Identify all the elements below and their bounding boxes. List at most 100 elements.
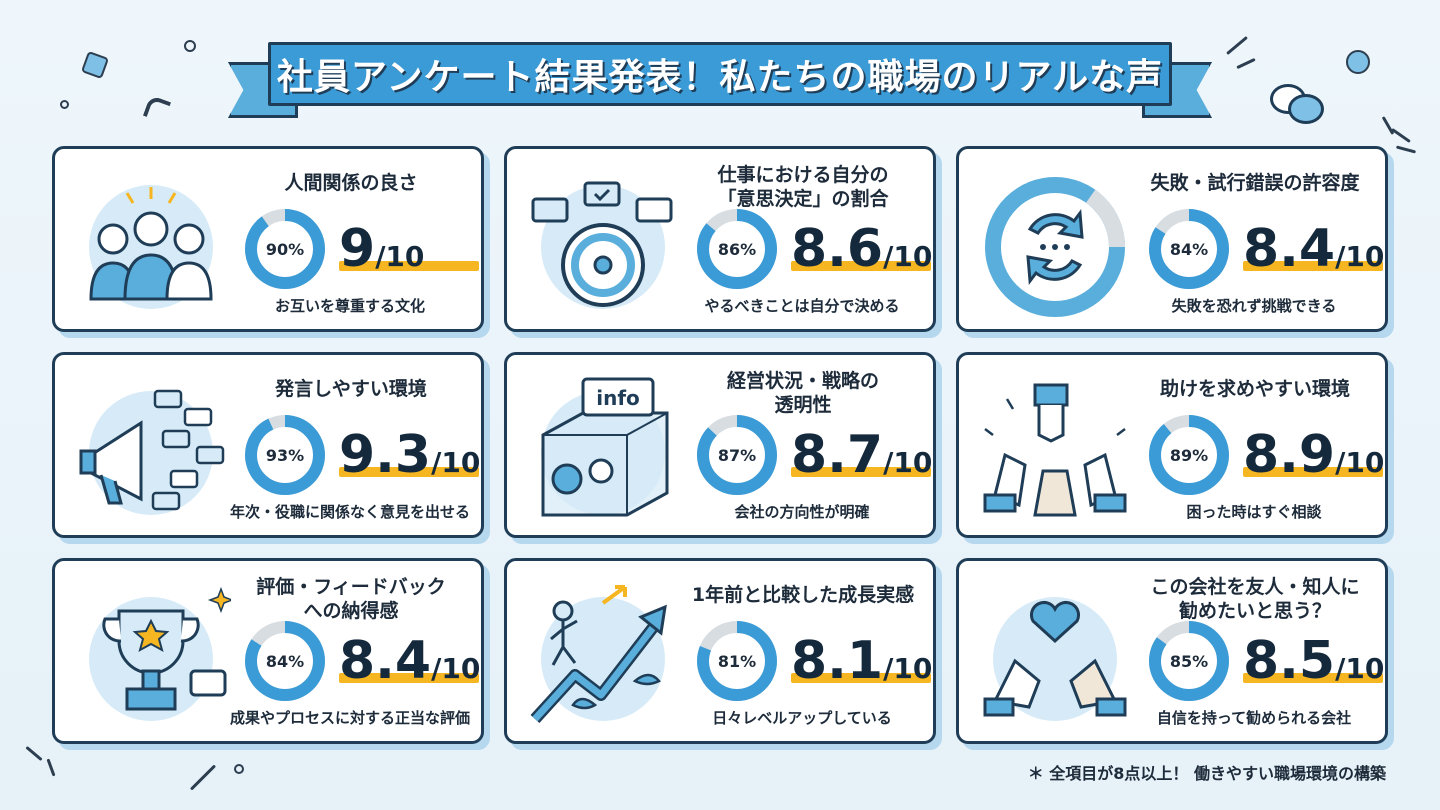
percent-label: 86%	[717, 239, 757, 259]
deco-dash-icon	[46, 758, 56, 777]
deco-dash-icon	[1226, 35, 1248, 56]
card-title: 人間関係の良さ	[235, 171, 467, 195]
trophy-icon	[71, 581, 235, 731]
score-denominator: /10	[883, 240, 933, 273]
survey-card: 助けを求めやすい環境 89% 8.9 /10 困った時はすぐ相談	[956, 352, 1388, 538]
deco-circle-icon	[60, 100, 69, 109]
card-title-line: 勧めたいと思う？	[1178, 600, 1331, 622]
score-value: 9	[339, 219, 376, 279]
people-group-icon	[71, 169, 231, 319]
score-denominator: /10	[375, 240, 425, 273]
score-value: 8.9	[1243, 425, 1336, 485]
card-title-line: 失敗・試行錯誤の許容度	[1150, 172, 1360, 194]
score-value: 8.1	[791, 631, 884, 691]
score-denominator: /10	[1335, 240, 1385, 273]
card-subtitle: お互いを尊重する文化	[274, 297, 425, 315]
score-value: 8.4	[339, 631, 432, 691]
score: 8.6 /10	[791, 207, 933, 279]
percent-label: 84%	[1169, 239, 1209, 259]
card-title: 発言しやすい環境	[235, 377, 467, 401]
heart-hands-icon	[975, 581, 1135, 731]
survey-card: 発言しやすい環境 93% 9.3 /10 年次・役職に関係なく意見を出せる	[52, 352, 484, 538]
score: 8.5 /10	[1243, 619, 1385, 689]
survey-card: 評価・フィードバック への納得感 84% 8.4 /10 成果やプロセスに対する正…	[52, 558, 484, 744]
score-highlight	[339, 261, 479, 271]
percent-donut: 86%	[695, 207, 779, 291]
survey-card: info 経営状況・戦略の 透明性 87% 8.7 /10 会社の方向性が明確	[504, 352, 936, 538]
score-highlight	[1243, 261, 1383, 271]
deco-dash-icon	[1395, 145, 1417, 154]
survey-card: 失敗・試行錯誤の許容度 84% 8.4 /10 失敗を恐れず挑戦できる	[956, 146, 1388, 332]
growth-arrow-icon	[523, 581, 683, 731]
svg-text:info: info	[596, 386, 640, 410]
speech-bubbles-icon	[1270, 84, 1330, 130]
card-title-line: 助けを求めやすい環境	[1159, 378, 1350, 400]
deco-arc-icon	[142, 94, 172, 124]
percent-donut: 84%	[243, 619, 327, 703]
card-subtitle: 成果やプロセスに対する正当な評価	[229, 709, 470, 727]
deco-circle-icon	[184, 40, 196, 52]
card-subtitle: 自信を持って勧められる会社	[1156, 709, 1352, 727]
score: 8.9 /10	[1243, 413, 1384, 485]
percent-label: 84%	[265, 651, 305, 671]
card-subtitle: 会社の方向性が明確	[734, 503, 870, 521]
ribbon-band: 社員アンケート結果発表！私たちの職場のリアルな声	[268, 42, 1172, 106]
card-subtitle: 年次・役職に関係なく意見を出せる	[229, 503, 470, 521]
percent-donut: 81%	[695, 619, 779, 703]
card-title: 失敗・試行錯誤の許容度	[1139, 171, 1371, 195]
steering-wheel-icon	[523, 169, 683, 319]
score-highlight	[791, 673, 931, 683]
percent-donut: 85%	[1147, 619, 1231, 703]
score-denominator: /10	[883, 652, 933, 685]
percent-label: 89%	[1169, 445, 1209, 465]
deco-square-icon	[80, 50, 110, 80]
deco-dash-icon	[1236, 57, 1256, 70]
deco-dash-icon	[25, 745, 43, 762]
footer-note: ＊ 全項目が8点以上！ 働きやすい職場環境の構築	[1027, 764, 1386, 783]
score-highlight	[791, 261, 931, 271]
deco-dash-icon	[1381, 116, 1395, 135]
score-highlight	[1243, 467, 1383, 477]
transparent-box-icon: info	[523, 375, 683, 525]
card-title-line: この会社を友人・知人に	[1150, 576, 1360, 598]
card-subtitle: 日々レベルアップしている	[712, 709, 892, 727]
card-title: 1年前と比較した成長実感	[687, 583, 919, 607]
survey-card: 1年前と比較した成長実感 81% 8.1 /10 日々レベルアップしている	[504, 558, 936, 744]
survey-card: 仕事における自分の 「意思決定」の割合 86% 8.6 /10 やるべきことは自分…	[504, 146, 936, 332]
card-title-line: 人間関係の良さ	[284, 172, 418, 194]
score: 8.4 /10	[339, 619, 480, 691]
score-denominator: /10	[1335, 652, 1385, 685]
score: 9.3 /10	[339, 413, 481, 483]
card-title-line: への納得感	[303, 600, 399, 622]
score-value: 8.6	[791, 219, 884, 279]
percent-label: 93%	[265, 445, 305, 465]
deco-circle-icon	[234, 764, 244, 774]
deco-dash-icon	[1391, 127, 1411, 144]
card-title-line: 透明性	[774, 394, 832, 416]
card-title-line: 1年前と比較した成長実感	[691, 584, 915, 606]
score: 9 /10	[339, 207, 479, 277]
card-title-line: 経営状況・戦略の	[726, 370, 879, 392]
percent-label: 81%	[717, 651, 757, 671]
score-highlight	[1243, 673, 1383, 683]
helping-hands-icon	[975, 375, 1135, 525]
card-title-line: 「意思決定」の割合	[717, 188, 889, 210]
percent-label: 85%	[1169, 651, 1209, 671]
score-value: 8.7	[791, 425, 884, 485]
deco-dash-icon	[189, 764, 217, 791]
card-title: この会社を友人・知人に 勧めたいと思う？	[1139, 575, 1371, 623]
percent-donut: 89%	[1147, 413, 1231, 497]
card-title: 評価・フィードバック への納得感	[235, 575, 467, 623]
card-title-line: 発言しやすい環境	[275, 378, 427, 400]
page-title: 社員アンケート結果発表！私たちの職場のリアルな声	[276, 57, 1164, 98]
title-ribbon: 社員アンケート結果発表！私たちの職場のリアルな声	[228, 42, 1212, 118]
percent-donut: 93%	[243, 413, 327, 497]
score-denominator: /10	[883, 446, 933, 479]
cycle-arrows-icon	[975, 169, 1135, 319]
score-highlight	[791, 467, 931, 477]
percent-label: 90%	[265, 239, 305, 259]
percent-label: 87%	[717, 445, 757, 465]
score-denominator: /10	[431, 446, 481, 479]
card-title-line: 評価・フィードバック	[256, 576, 446, 598]
